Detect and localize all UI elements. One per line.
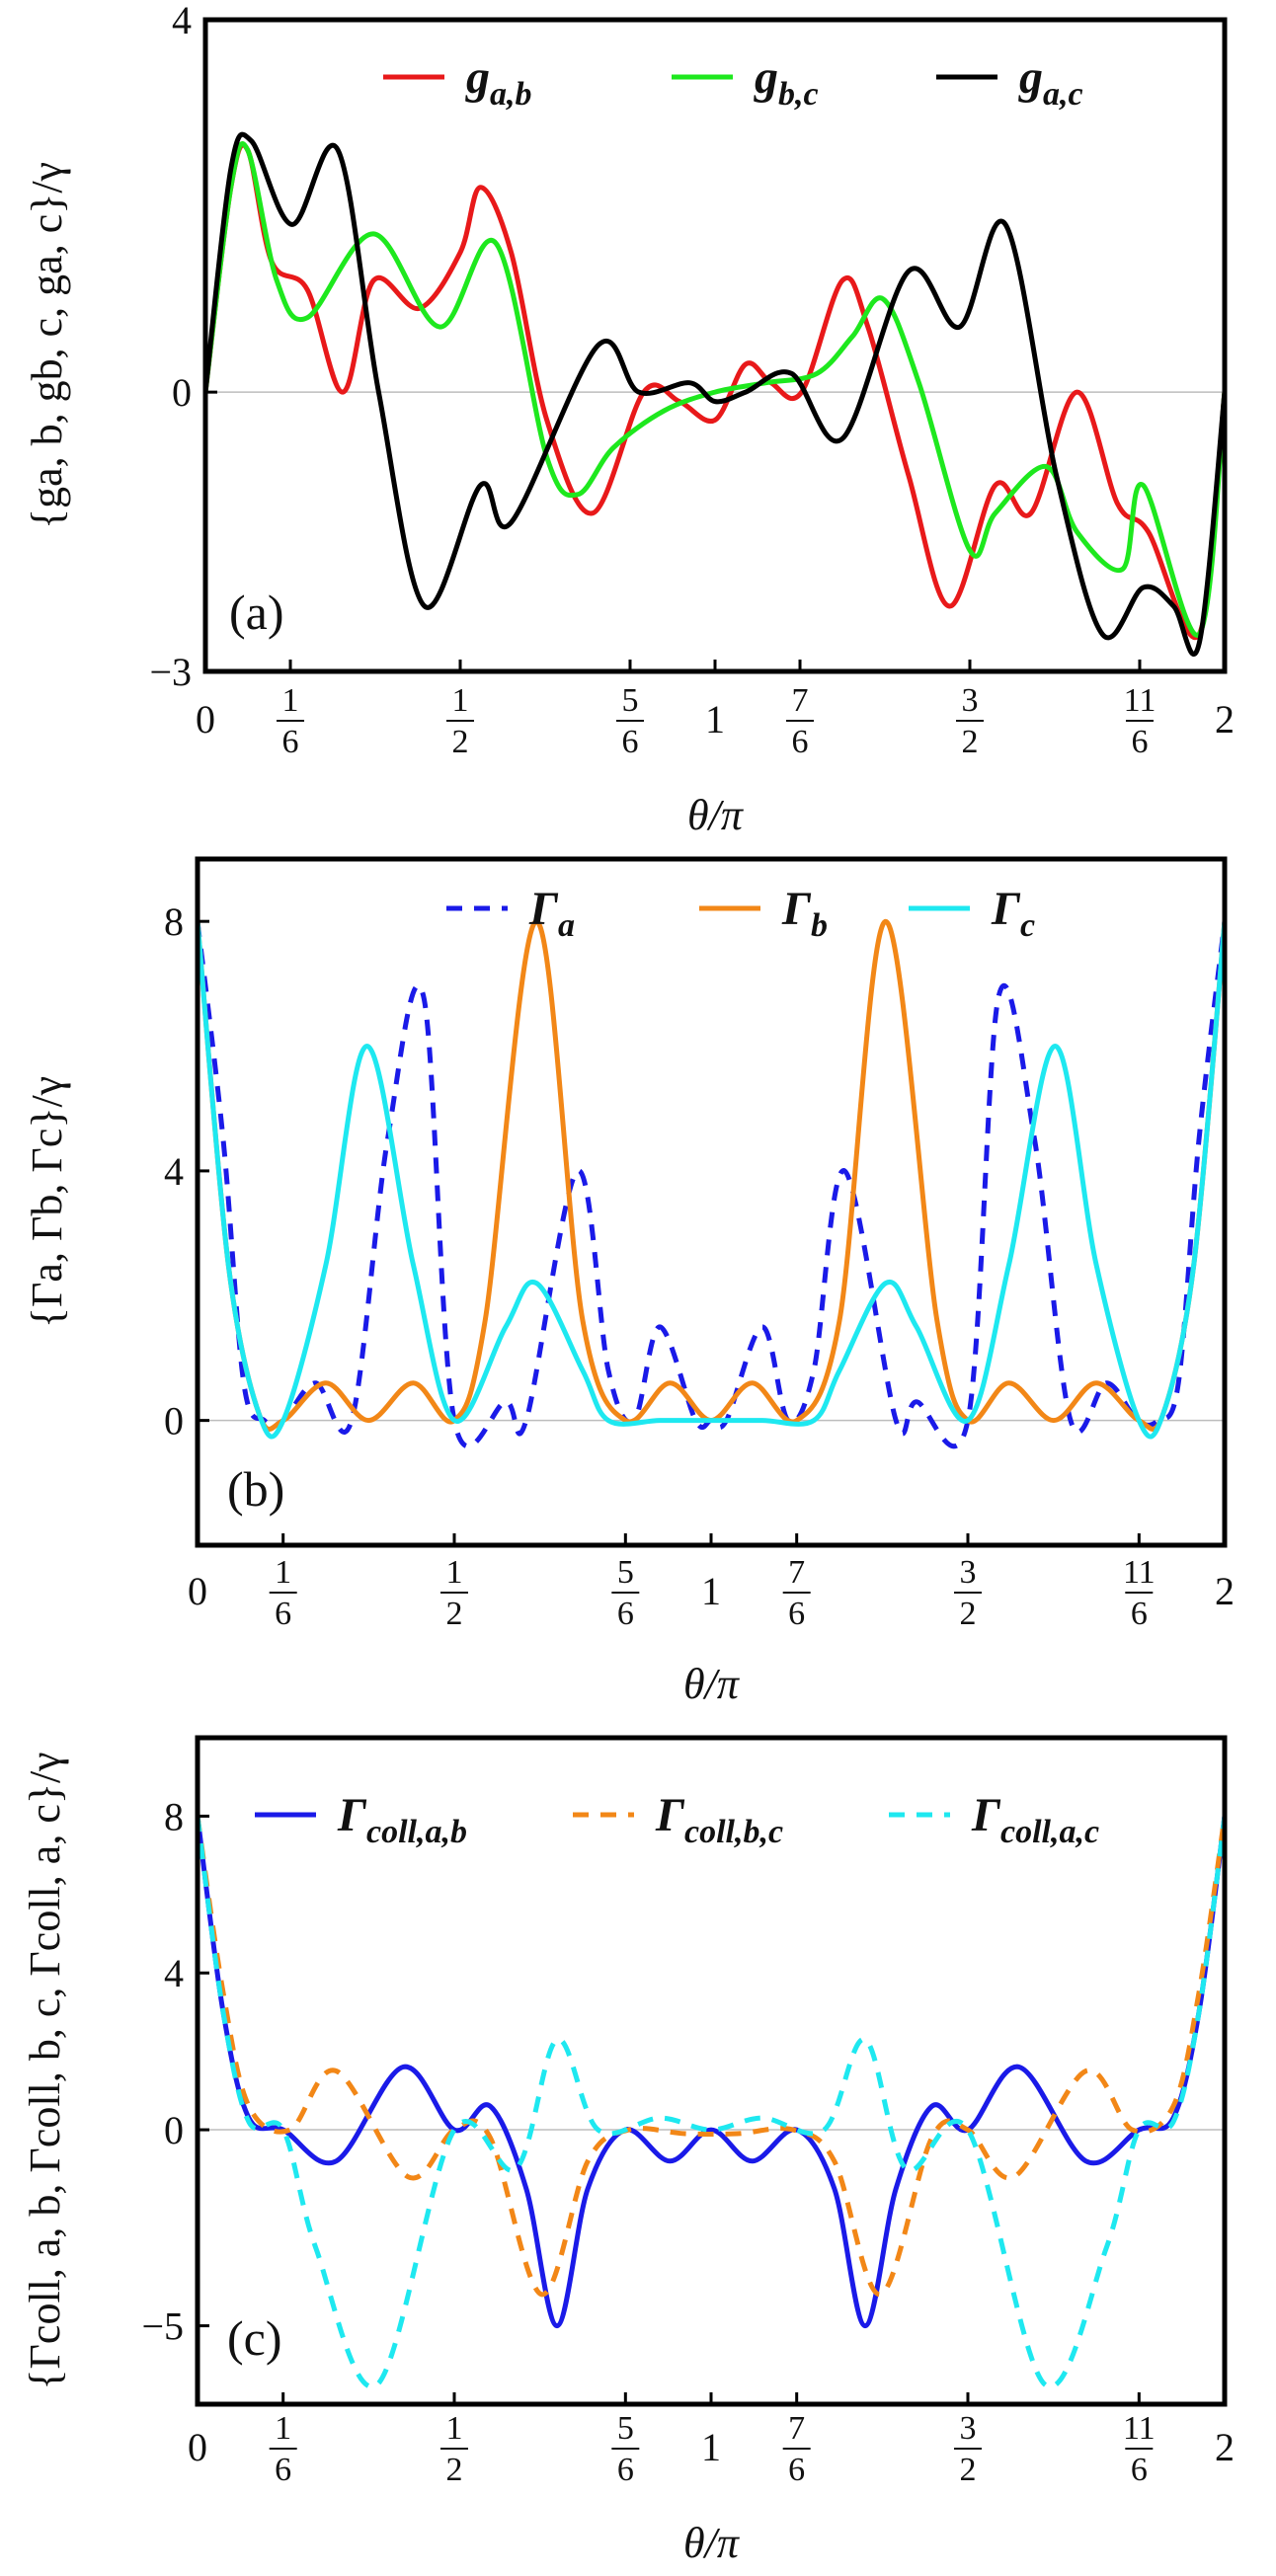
x-tick-label: 0 (188, 2425, 207, 2469)
x-tick-label: 0 (188, 1569, 207, 1613)
y-tick-label: −5 (141, 2304, 184, 2349)
y-tick-label: 8 (164, 899, 184, 944)
x-tick-label-denominator: 2 (960, 1596, 977, 1632)
x-tick-label-denominator: 2 (962, 724, 979, 760)
x-tick-label-denominator: 2 (446, 2452, 463, 2488)
x-tick-label-numerator: 1 (282, 682, 299, 719)
x-tick-label-denominator: 6 (788, 2452, 805, 2488)
y-tick-label: 0 (172, 370, 192, 415)
x-axis-label: θ/π (683, 1660, 741, 1708)
x-tick-label-denominator: 6 (788, 1596, 805, 1632)
x-tick-label-numerator: 11 (1124, 682, 1156, 719)
series-line-a (198, 920, 1225, 1449)
x-tick-label-denominator: 6 (617, 2452, 634, 2488)
x-tick-label-numerator: 5 (621, 682, 638, 719)
legend-label: ga,c (1018, 51, 1083, 113)
x-tick-label-denominator: 6 (621, 724, 638, 760)
legend-label: gb,c (754, 51, 819, 113)
x-tick-label-denominator: 6 (282, 724, 299, 760)
x-tick-label-numerator: 1 (275, 2410, 291, 2447)
legend-label: Γcoll,a,c (971, 1789, 1099, 1850)
series-line-a-c (205, 131, 1225, 657)
x-tick-label-denominator: 6 (617, 1596, 634, 1632)
x-tick-label: 1 (701, 1569, 721, 1613)
x-tick-label-denominator: 6 (275, 2452, 291, 2488)
x-tick-label: 2 (1215, 1569, 1235, 1613)
y-axis-label: {ga, b, gb, c, ga, c}/γ (23, 162, 71, 529)
x-tick-label: 1 (701, 2425, 721, 2469)
x-tick-label-numerator: 1 (446, 2410, 463, 2447)
series-line-b-c (205, 141, 1225, 638)
series-line-a-b (205, 142, 1225, 641)
x-tick-label-numerator: 1 (452, 682, 469, 719)
series-line-coll-a-b (198, 1813, 1225, 2329)
legend-label: ga,b (465, 51, 532, 113)
legend-label: Γcoll,a,b (337, 1789, 467, 1850)
y-tick-label: 4 (164, 1951, 184, 1995)
y-tick-label: −3 (149, 650, 192, 694)
x-tick-label-numerator: 7 (792, 682, 809, 719)
x-tick-label-denominator: 6 (1131, 724, 1148, 760)
x-tick-label-numerator: 7 (788, 2410, 805, 2447)
x-tick-label: 2 (1215, 697, 1235, 742)
x-tick-label-numerator: 3 (960, 2410, 977, 2447)
panel-c: 0 1 6 1 2 5 6 1 7 6 3 2 11 6 2 −5 0 4 8 θ/π {Γcoll, a, b, Γc… (21, 1735, 1235, 2567)
y-tick-label: 8 (164, 1794, 184, 1838)
x-tick-label-denominator: 2 (960, 2452, 977, 2488)
x-tick-label-numerator: 11 (1123, 2410, 1156, 2447)
series-line-coll-b-c (198, 1816, 1225, 2298)
y-tick-label: 4 (172, 0, 192, 42)
panel-b: 0 1 6 1 2 5 6 1 7 6 3 2 11 6 2 0 4 8 θ/π {Γa, Γb, Γc}/γ (b) Γ… (23, 856, 1235, 1708)
x-tick-label-denominator: 6 (1131, 2452, 1148, 2488)
y-tick-label: 0 (164, 2108, 184, 2152)
y-axis-label: {Γcoll, a, b, Γcoll, b, c, Γcoll, a, c}/… (21, 1752, 69, 2389)
series-line-b (198, 918, 1225, 1432)
x-tick-label-denominator: 2 (446, 1596, 463, 1632)
y-tick-label: 4 (164, 1149, 184, 1194)
y-axis-label: {Γa, Γb, Γc}/γ (23, 1076, 71, 1328)
legend-label: Γcoll,b,c (655, 1789, 783, 1850)
x-tick-label-numerator: 5 (617, 2410, 634, 2447)
series-line-c (198, 918, 1225, 1440)
x-axis-label: θ/π (683, 2519, 741, 2567)
plot-frame (195, 856, 1228, 1548)
x-tick-label-numerator: 11 (1123, 1554, 1156, 1591)
x-tick-label: 0 (196, 697, 215, 742)
y-tick-label: 0 (164, 1399, 184, 1444)
x-tick-label-numerator: 7 (788, 1554, 805, 1591)
series-line-coll-a-c (198, 1816, 1225, 2389)
x-tick-label-denominator: 2 (452, 724, 469, 760)
x-tick-label: 2 (1215, 2425, 1235, 2469)
x-tick-label-numerator: 3 (960, 1554, 977, 1591)
panel-label: (c) (227, 2310, 282, 2366)
x-axis-label: θ/π (687, 791, 745, 839)
x-tick-label: 1 (705, 697, 725, 742)
x-tick-label-numerator: 5 (617, 1554, 634, 1591)
legend-label: Γc (991, 883, 1035, 944)
x-tick-label-numerator: 1 (446, 1554, 463, 1591)
x-tick-label-denominator: 6 (1131, 1596, 1148, 1632)
legend-label: Γa (528, 883, 575, 944)
x-tick-label-denominator: 6 (792, 724, 809, 760)
panel-label: (b) (227, 1461, 284, 1517)
x-tick-label-denominator: 6 (275, 1596, 291, 1632)
x-tick-label-numerator: 1 (275, 1554, 291, 1591)
legend-label: Γb (781, 883, 828, 944)
x-tick-label-numerator: 3 (962, 682, 979, 719)
panel-label: (a) (229, 585, 284, 640)
